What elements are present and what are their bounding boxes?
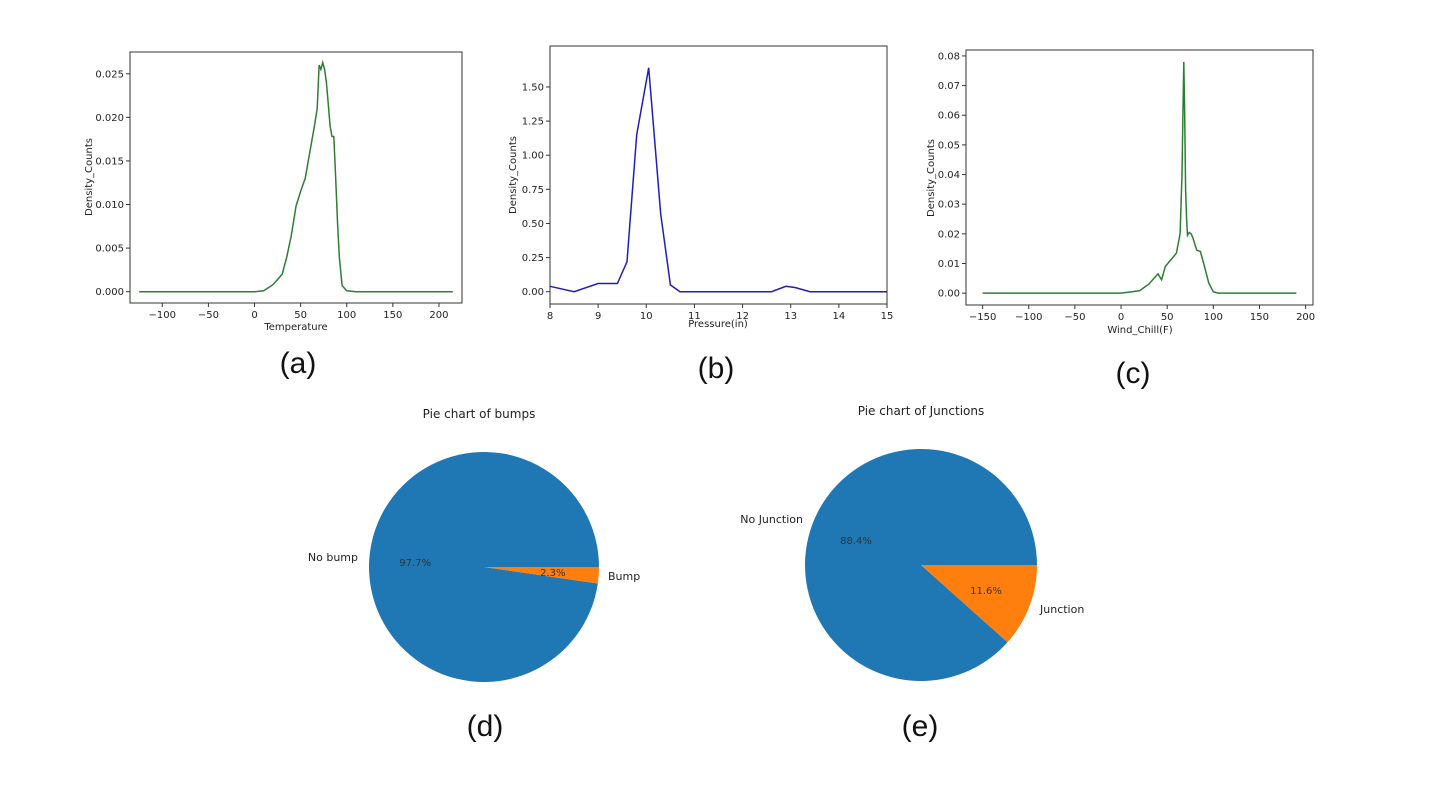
y-tick-label: 0.005	[95, 244, 124, 255]
panel-c-caption: (c)	[1116, 357, 1151, 390]
panel-a-ticks: −100 −50 0 50 100 150 200 0.000 0.005 0.010 0.015 0…	[95, 69, 448, 321]
x-tick-label: 10	[640, 311, 653, 322]
y-tick-label: 1.50	[522, 82, 544, 93]
x-tick-label: −50	[198, 310, 219, 321]
y-tick-label: 0.00	[522, 287, 544, 298]
panel-b-caption: (b)	[698, 352, 735, 385]
y-tick-label: 0.010	[95, 200, 124, 211]
x-tick-label: 0	[1118, 312, 1124, 323]
x-tick-label: 50	[294, 310, 307, 321]
y-tick-label: 0.01	[938, 259, 960, 270]
panel-e-title: Pie chart of Junctions	[858, 404, 984, 418]
panel-b-density-line	[549, 67, 887, 293]
x-tick-label: 200	[429, 310, 448, 321]
x-tick-label: 150	[383, 310, 402, 321]
x-tick-label: −50	[1064, 312, 1085, 323]
y-tick-label: 0.08	[938, 51, 960, 62]
pie-percent-label: 11.6%	[970, 586, 1002, 597]
x-tick-label: 12	[736, 311, 749, 322]
pie-category-label: Junction	[1039, 603, 1084, 616]
pie-percent-label: 97.7%	[399, 558, 431, 569]
panel-d-caption: (d)	[467, 710, 504, 743]
panel-e-caption: (e)	[902, 710, 939, 743]
panel-c-density-wind-chill: −150 −100 −50 0 50 100 150 200 0.00 0.01 0.02 0.03 0…	[926, 49, 1315, 390]
pie-category-label: Bump	[608, 570, 640, 583]
y-tick-label: 1.25	[522, 117, 544, 128]
y-tick-label: 0.07	[938, 81, 960, 92]
y-tick-label: 0.75	[522, 185, 544, 196]
panel-c-plot-frame	[965, 49, 1314, 306]
x-tick-label: −100	[149, 310, 176, 321]
x-tick-label: 13	[784, 311, 797, 322]
y-tick-label: 0.04	[938, 170, 960, 181]
panel-a-caption: (a)	[280, 347, 317, 380]
pie-category-label: No bump	[308, 551, 358, 564]
panel-a-density-line	[139, 59, 453, 293]
y-tick-label: 0.000	[95, 287, 124, 298]
x-tick-label: 200	[1296, 312, 1315, 323]
panel-a-ylabel: Density_Counts	[84, 138, 95, 216]
panel-b-ticks: 8 9 10 11 12 13 14 15 0.00 0.25 0.50 0.75 1.00 1.25 1.…	[522, 82, 894, 322]
y-tick-label: 0.05	[938, 140, 960, 151]
panel-a-density-temperature: −100 −50 0 50 100 150 200 0.000 0.005 0.010 0.015 0…	[84, 51, 463, 380]
panel-b-density-pressure: 8 9 10 11 12 13 14 15 0.00 0.25 0.50 0.75 1.00 1.25 1.…	[508, 45, 894, 385]
y-tick-label: 0.025	[95, 69, 124, 80]
x-tick-label: 9	[595, 311, 601, 322]
panel-c-density-line	[982, 61, 1297, 294]
pie-percent-label: 2.3%	[540, 568, 565, 579]
panel-b-ylabel: Density_Counts	[508, 136, 519, 214]
x-tick-label: 100	[337, 310, 356, 321]
x-tick-label: 0	[251, 310, 257, 321]
panel-a-plot-frame	[129, 51, 463, 304]
panel-e-pie-junctions: Pie chart of Junctions 88.4% No Junction 1…	[740, 404, 1084, 743]
x-tick-label: −150	[969, 312, 996, 323]
y-tick-label: 1.00	[522, 151, 544, 162]
panel-d-pie: 97.7% No bump 2.3% Bump	[308, 451, 640, 682]
x-tick-label: 150	[1250, 312, 1269, 323]
y-tick-label: 0.25	[522, 253, 544, 264]
panel-d-title: Pie chart of bumps	[423, 407, 536, 421]
y-tick-label: 0.020	[95, 113, 124, 124]
x-tick-label: 100	[1204, 312, 1223, 323]
pie-slice-bump	[484, 567, 599, 584]
panel-a-xlabel: Temperature	[263, 322, 327, 333]
pie-slice-no-junction	[805, 449, 1037, 682]
pie-slice-junction	[921, 565, 1038, 643]
panel-c-ylabel: Density_Counts	[926, 139, 937, 217]
y-tick-label: 0.06	[938, 111, 960, 122]
y-tick-label: 0.00	[938, 289, 960, 300]
y-tick-label: 0.015	[95, 156, 124, 167]
y-tick-label: 0.50	[522, 219, 544, 230]
x-tick-label: 50	[1161, 312, 1174, 323]
x-tick-label: 15	[881, 311, 894, 322]
x-tick-label: 8	[547, 311, 553, 322]
y-tick-label: 0.02	[938, 229, 960, 240]
x-tick-label: 11	[688, 311, 701, 322]
panel-c-ticks: −150 −100 −50 0 50 100 150 200 0.00 0.01 0.02 0.03 0…	[938, 51, 1315, 323]
pie-percent-label: 88.4%	[840, 536, 872, 547]
panel-e-pie: 88.4% No Junction 11.6% Junction	[740, 449, 1084, 682]
panel-c-xlabel: Wind_Chill(F)	[1107, 325, 1172, 336]
x-tick-label: −100	[1015, 312, 1042, 323]
pie-slice-no-bump	[368, 451, 600, 682]
y-tick-label: 0.03	[938, 200, 960, 211]
panel-b-xlabel: Pressure(in)	[688, 319, 748, 330]
pie-category-label: No Junction	[740, 513, 803, 526]
panel-b-plot-frame	[549, 45, 888, 305]
x-tick-label: 14	[832, 311, 845, 322]
